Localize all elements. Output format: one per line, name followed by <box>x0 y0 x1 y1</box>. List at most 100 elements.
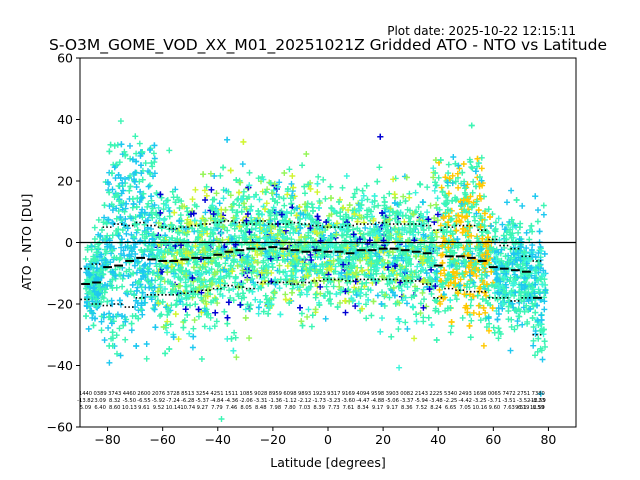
scatter-point <box>249 275 256 282</box>
scatter-point <box>146 182 153 189</box>
scatter-point <box>98 299 105 305</box>
scatter-point <box>500 285 507 292</box>
scatter-point <box>497 331 504 337</box>
scatter-point <box>433 298 440 304</box>
scatter-point <box>343 231 350 238</box>
scatter-point <box>247 206 254 213</box>
scatter-point <box>116 325 123 332</box>
scatter-point <box>391 191 398 198</box>
scatter-point <box>399 212 406 219</box>
scatter-point <box>231 233 238 240</box>
scatter-point <box>538 312 545 319</box>
scatter-point <box>458 200 465 207</box>
scatter-point <box>198 289 205 296</box>
scatter-point <box>195 313 202 320</box>
scatter-point <box>449 197 456 204</box>
scatter-point <box>339 262 346 269</box>
scatter-point <box>133 204 140 210</box>
scatter-point <box>108 297 115 304</box>
scatter-point <box>104 179 111 186</box>
scatter-point <box>128 215 135 222</box>
scatter-point <box>162 286 168 292</box>
scatter-point <box>371 244 377 251</box>
scatter-point <box>537 320 544 327</box>
scatter-point <box>516 224 523 231</box>
scatter-point <box>119 283 126 290</box>
scatter-point <box>527 294 534 301</box>
scatter-point <box>190 264 197 271</box>
scatter-point <box>428 321 435 328</box>
scatter-point <box>407 218 414 225</box>
scatter-point <box>386 206 393 213</box>
scatter-point <box>311 228 318 235</box>
scatter-point <box>455 290 462 297</box>
scatter-point <box>148 226 154 232</box>
scatter-point <box>169 289 176 296</box>
scatter-point <box>98 327 105 334</box>
scatter-point <box>342 288 349 295</box>
scatter-point <box>530 324 537 330</box>
scatter-point <box>284 263 291 269</box>
scatter-point <box>495 305 502 312</box>
scatter-point <box>343 222 350 229</box>
scatter-point <box>134 227 141 233</box>
scatter-point <box>227 294 234 301</box>
scatter-point <box>447 329 454 336</box>
scatter-point <box>231 329 238 336</box>
scatter-point <box>278 211 285 218</box>
scatter-point <box>228 335 235 342</box>
scatter-point <box>477 224 484 230</box>
scatter-point <box>252 296 259 303</box>
scatter-point <box>392 263 399 270</box>
scatter-point <box>281 170 288 176</box>
scatter-point <box>455 257 462 264</box>
scatter-point <box>476 311 483 318</box>
scatter-point <box>119 275 126 282</box>
scatter-point <box>99 227 105 233</box>
scatter-point <box>371 193 378 199</box>
scatter-point <box>166 208 173 215</box>
scatter-point <box>127 155 134 162</box>
scatter-point <box>409 273 416 280</box>
scatter-point <box>255 285 262 292</box>
scatter-point <box>433 337 440 343</box>
scatter-point <box>523 245 530 252</box>
scatter-point <box>443 229 450 236</box>
scatter-point <box>101 289 108 296</box>
scatter-point <box>336 198 342 205</box>
scatter-point <box>386 294 393 301</box>
scatter-point <box>396 233 403 240</box>
scatter-point <box>451 243 458 249</box>
scatter-point <box>148 193 155 200</box>
scatter-point <box>532 281 539 288</box>
scatter-point <box>445 170 452 177</box>
scatter-point <box>537 345 544 352</box>
scatter-point <box>379 273 386 280</box>
scatter-point <box>137 188 144 195</box>
scatter-point <box>507 274 514 281</box>
scatter-point <box>262 189 269 196</box>
scatter-point <box>271 289 278 296</box>
scatter-point <box>202 307 208 314</box>
scatter-point <box>357 230 364 237</box>
scatter-point <box>113 284 120 291</box>
scatter-point <box>139 311 146 318</box>
scatter-point <box>410 211 417 218</box>
scatter-point <box>181 317 188 324</box>
scatter-point <box>122 336 129 343</box>
scatter-point <box>425 225 432 232</box>
scatter-point <box>202 278 209 285</box>
scatter-point <box>468 317 475 324</box>
scatter-point <box>280 195 287 202</box>
scatter-point <box>265 305 272 312</box>
scatter-point <box>149 205 156 212</box>
scatter-point <box>155 204 162 211</box>
scatter-point <box>475 302 482 309</box>
scatter-point <box>208 186 215 193</box>
scatter-point <box>405 215 412 222</box>
scatter-point <box>328 205 335 212</box>
scatter-point <box>532 254 539 260</box>
scatter-point <box>202 209 209 216</box>
scatter-point <box>509 230 516 237</box>
scatter-point <box>236 202 243 209</box>
